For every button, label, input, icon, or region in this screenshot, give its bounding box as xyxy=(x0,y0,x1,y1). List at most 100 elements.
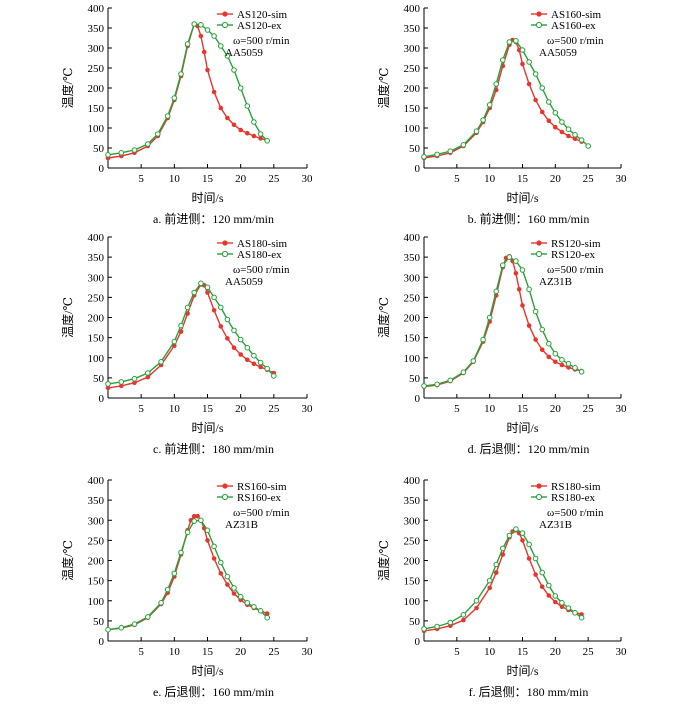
material-annotation: AZ31B xyxy=(225,519,258,531)
data-point-RS160-sim xyxy=(231,591,237,596)
data-point-AS180-ex xyxy=(237,336,244,343)
data-point-RS160-ex xyxy=(204,527,211,534)
x-axis-label: 时间/s xyxy=(191,664,223,678)
x-tick-label: 5 xyxy=(454,173,460,185)
data-point-RS180-ex xyxy=(519,530,526,536)
data-point-AS120-sim xyxy=(198,33,204,39)
data-point-RS160-sim xyxy=(195,513,200,519)
data-point-AS120-ex xyxy=(204,27,211,33)
x-axis-label: 时间/s xyxy=(506,664,538,678)
data-point-RS160-sim xyxy=(211,556,217,561)
data-point-AS160-ex xyxy=(585,143,592,149)
y-tick-label: 100 xyxy=(404,123,421,135)
data-point-RS160-ex xyxy=(105,626,111,633)
chart-panel-3: 0 50 100 150 200 250 300 350 400 5 10 15 20 25 30 时间/s 温… xyxy=(60,232,313,456)
data-point-AS180-sim xyxy=(218,324,224,329)
data-point-AS160-ex xyxy=(578,137,585,143)
chart-panel-6: 0 50 100 150 200 250 300 350 400 5 10 15 20 25 30 时间/s 温… xyxy=(376,475,627,699)
data-point-AS160-sim xyxy=(566,133,571,139)
chart-panel-5: 0 50 100 150 200 250 300 350 400 5 10 15 20 25 30 时间/s 温… xyxy=(60,475,313,699)
y-tick-label: 250 xyxy=(88,292,105,304)
x-tick-label: 5 xyxy=(138,403,144,415)
x-tick-label: 5 xyxy=(454,403,460,415)
y-tick-label: 200 xyxy=(88,313,105,325)
data-point-RS120-sim xyxy=(533,337,538,342)
y-tick-label: 300 xyxy=(88,515,105,527)
legend-label: AS180-ex xyxy=(237,249,282,261)
data-point-AS180-sim xyxy=(251,361,257,367)
y-tick-label: 200 xyxy=(88,83,105,95)
data-point-RS160-ex xyxy=(211,543,217,550)
data-point-RS160-ex xyxy=(244,600,251,606)
data-point-AS180-sim xyxy=(245,357,250,363)
data-point-AS180-sim xyxy=(225,336,230,341)
x-tick-label: 15 xyxy=(517,173,529,185)
data-point-AS180-ex xyxy=(145,370,151,376)
data-point-RS120-sim xyxy=(526,323,532,328)
data-point-AS120-ex xyxy=(171,95,178,101)
data-point-AS160-ex xyxy=(559,119,565,125)
data-point-AS180-ex xyxy=(218,304,224,311)
data-point-AS120-ex xyxy=(251,119,257,125)
data-point-AS120-sim xyxy=(205,67,210,73)
x-tick-label: 10 xyxy=(169,403,181,415)
legend-label: RS120-sim xyxy=(551,238,601,250)
series-line-AS180-ex xyxy=(107,282,275,385)
data-point-RS180-ex xyxy=(460,612,467,618)
data-point-RS180-sim xyxy=(559,604,565,610)
x-tick-label: 5 xyxy=(138,646,144,658)
x-tick-label: 15 xyxy=(202,173,214,185)
data-point-RS120-sim xyxy=(553,359,558,365)
data-point-AS180-ex xyxy=(231,327,237,334)
data-point-RS180-ex xyxy=(578,614,585,621)
data-point-AS120-sim xyxy=(258,136,263,141)
material-annotation: AA5059 xyxy=(225,276,263,288)
y-tick-label: 100 xyxy=(404,596,421,608)
data-point-RS180-ex xyxy=(539,569,546,576)
legend-label: RS180-sim xyxy=(551,481,601,493)
y-tick-label: 350 xyxy=(88,23,105,35)
data-point-RS120-ex xyxy=(486,314,493,321)
data-point-RS120-sim xyxy=(513,270,519,276)
x-tick-label: 20 xyxy=(235,403,247,415)
data-point-RS160-ex xyxy=(257,608,264,614)
material-annotation: AZ31B xyxy=(539,276,572,288)
legend-label: RS120-ex xyxy=(551,249,596,261)
y-tick-label: 100 xyxy=(88,596,105,608)
x-tick-label: 5 xyxy=(138,173,144,185)
legend-marker xyxy=(535,493,543,501)
y-tick-label: 50 xyxy=(409,373,421,385)
y-axis-label: 温度/℃ xyxy=(60,540,75,581)
data-point-RS180-sim xyxy=(533,572,538,577)
data-point-AS160-ex xyxy=(486,102,493,108)
y-tick-label: 150 xyxy=(88,576,105,588)
data-point-RS160-ex xyxy=(237,593,244,600)
data-point-AS120-ex xyxy=(231,67,237,73)
data-point-AS120-ex xyxy=(184,41,191,47)
x-tick-label: 30 xyxy=(616,173,628,185)
data-point-AS180-ex xyxy=(257,359,264,366)
data-point-AS180-ex xyxy=(271,373,277,379)
data-point-RS160-ex xyxy=(131,621,138,627)
data-point-RS120-ex xyxy=(559,357,565,363)
data-point-RS120-ex xyxy=(539,326,546,333)
y-tick-label: 50 xyxy=(93,143,105,155)
data-point-AS120-sim xyxy=(201,49,207,55)
legend-label: AS160-ex xyxy=(551,20,596,32)
y-tick-label: 50 xyxy=(93,373,105,385)
y-tick-label: 400 xyxy=(404,475,421,487)
data-point-AS120-ex xyxy=(211,33,217,39)
legend-marker xyxy=(221,21,229,29)
data-point-RS120-ex xyxy=(572,365,578,371)
data-point-AS180-ex xyxy=(224,316,231,323)
data-point-RS120-ex xyxy=(513,258,519,264)
legend-marker xyxy=(221,493,229,501)
y-tick-label: 0 xyxy=(99,393,105,405)
data-point-AS120-sim xyxy=(245,130,250,136)
data-point-RS180-sim xyxy=(520,538,525,543)
speed-annotation: ω=500 r/min xyxy=(547,264,604,276)
y-tick-label: 0 xyxy=(415,393,421,405)
legend-marker xyxy=(536,483,542,489)
data-point-AS160-sim xyxy=(520,61,525,67)
y-tick-label: 150 xyxy=(404,103,421,115)
